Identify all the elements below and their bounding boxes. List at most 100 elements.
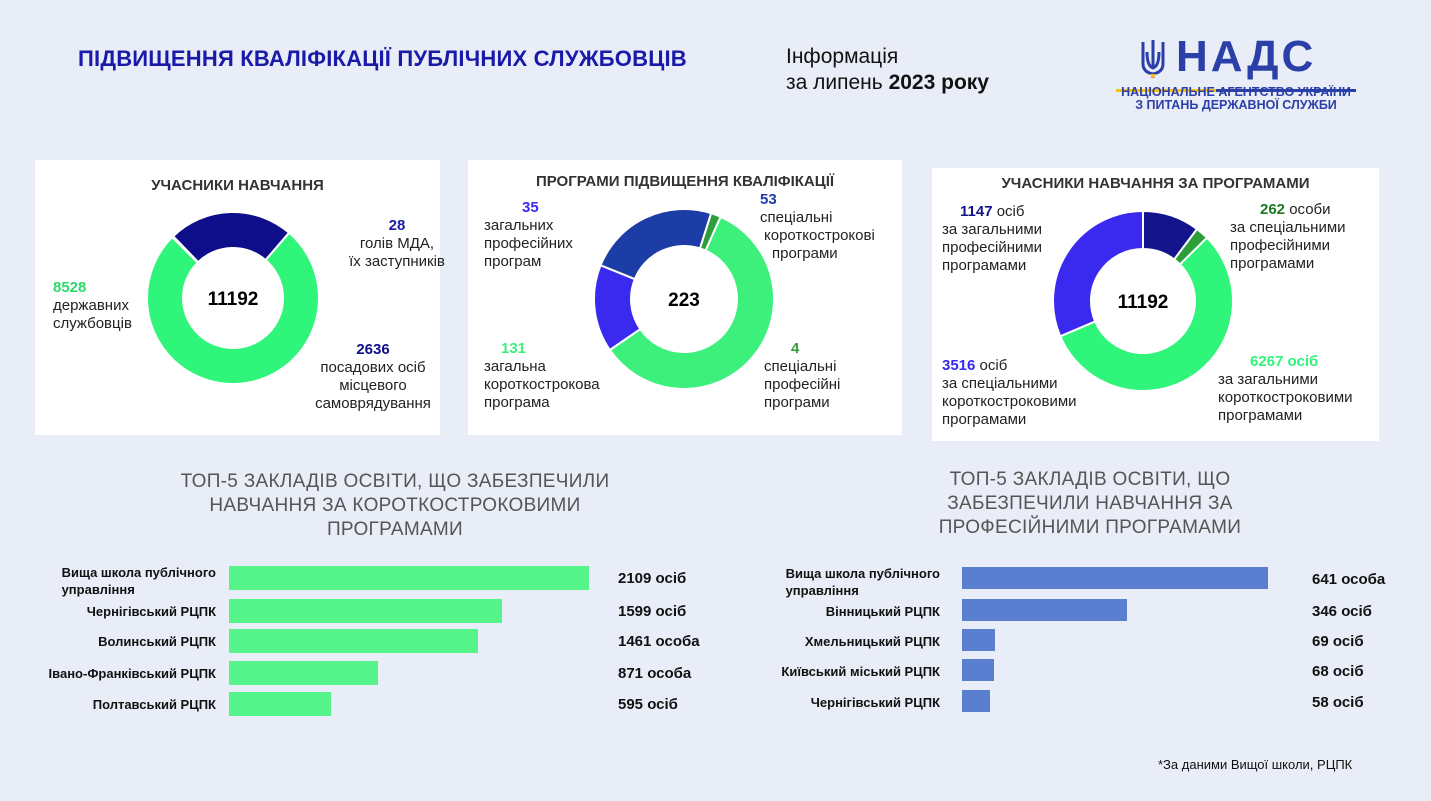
label-line: короткостроковими [942, 393, 1077, 410]
label-line: професійних [484, 235, 573, 252]
bar-value-label: 69 осіб [1312, 633, 1364, 650]
bar-value-label: 2109 осіб [618, 570, 687, 587]
label-line: самоврядування [315, 395, 431, 412]
label-line: програмами [942, 411, 1027, 428]
bar-category-label: Волинський РЦПК [98, 634, 216, 649]
label-line: програма [484, 394, 550, 411]
label-line: голів МДА, [359, 235, 435, 252]
slice-label-special-short: 3516 осіб за спеціальними короткостроков… [942, 357, 1077, 429]
label-line: програмами [1230, 255, 1315, 272]
trident-icon [1141, 40, 1165, 79]
info-line1: Інформація [786, 45, 899, 68]
bar [229, 599, 502, 623]
label-line: загальна [484, 358, 546, 375]
donut-chart-by-program: 11192 [1052, 209, 1234, 392]
footnote: *За даними Вищої школи, РЦПК [1158, 757, 1353, 772]
info-prefix: за липень [786, 71, 889, 94]
bar-value-label: 595 осіб [618, 696, 678, 713]
bar-category-label: Чернігівський РЦПК [810, 695, 940, 710]
value-label: 1147 [960, 203, 993, 220]
slice-label-special-short: 53 спеціальні короткострокові програми [760, 191, 875, 263]
panel-title: УЧАСНИКИ НАВЧАННЯ [151, 177, 324, 194]
panel-participants-by-program: УЧАСНИКИ НАВЧАННЯ ЗА ПРОГРАМАМИ 11192 11… [932, 168, 1379, 441]
bar [962, 629, 995, 651]
panel-participants: УЧАСНИКИ НАВЧАННЯ 11192 28 голів МДА, їх… [35, 160, 445, 435]
donut-center-total: 223 [668, 290, 700, 311]
label-line: за спеціальними [1230, 219, 1346, 236]
donut-slice [599, 208, 713, 281]
title-line: НАВЧАННЯ ЗА КОРОТКОСТРОКОВИМИ [209, 495, 581, 516]
value-label: 131 [501, 340, 527, 357]
label-line: спеціальні [760, 209, 833, 226]
bar-value-label: 58 осіб [1312, 694, 1364, 711]
label-line: місцевого [339, 377, 407, 394]
label-line: за загальними [1218, 371, 1319, 388]
logo: НАДС НАЦІОНАЛЬНЕ АГЕНТСТВО УКРАЇНИ З ПИТ… [1116, 32, 1356, 116]
bar-category-label: Київський міський РЦПК [781, 664, 940, 679]
bar-chart-title-short: ТОП-5 ЗАКЛАДІВ ОСВІТИ, ЩО ЗАБЕЗПЕЧИЛИ НА… [130, 470, 660, 542]
bar [962, 567, 1268, 589]
bar [229, 661, 378, 685]
slice-label-general-short: 6267 осіб за загальними короткостроковим… [1218, 353, 1353, 425]
logo-name: НАДС [1176, 32, 1317, 81]
info-line2: за липень 2023 року [786, 70, 989, 96]
label-line: програми [764, 394, 830, 411]
unit-label: осіб [979, 357, 1008, 374]
title-line: ПРОФЕСІЙНИМИ ПРОГРАМАМИ [938, 517, 1242, 538]
panel-title: УЧАСНИКИ НАВЧАННЯ ЗА ПРОГРАМАМИ [1001, 175, 1310, 192]
bar [229, 692, 331, 716]
value-label: 262 [1260, 201, 1286, 218]
donut-slice [593, 263, 642, 352]
page-title: ПІДВИЩЕННЯ КВАЛІФІКАЦІЇ ПУБЛІЧНИХ СЛУЖБО… [78, 46, 687, 71]
label-line: спеціальні [764, 358, 837, 375]
info-year: 2023 року [888, 71, 989, 94]
slice-label-general-prof: 35 загальних професійних програм [484, 199, 573, 271]
label-line: посадових осіб [320, 359, 426, 376]
donut-slice [1052, 209, 1144, 338]
label-line: програми [772, 245, 838, 262]
title-line: ТОП-5 ЗАКЛАДІВ ОСВІТИ, ЩО [949, 469, 1231, 490]
value-label: 3516 [942, 357, 976, 374]
bar-value-label: 871 особа [618, 665, 692, 682]
slice-label-local: 2636 посадових осіб місцевого самоврядув… [303, 341, 443, 413]
bar [962, 690, 990, 712]
value-label: 53 [760, 191, 777, 208]
bar-value-label: 346 осіб [1312, 603, 1372, 620]
bar-value-label: 1599 осіб [618, 603, 687, 620]
slice-label-special-prof: 4 спеціальні професійні програми [764, 340, 840, 412]
bar-category-label: Вища школа публічного управління [61, 565, 216, 597]
bar [962, 659, 995, 681]
label-line: професійними [1230, 237, 1331, 254]
logo-stripe [1116, 79, 1356, 97]
bar-category-label: Полтавський РЦПК [92, 697, 216, 712]
donut-chart-programs: 223 [593, 208, 775, 390]
title-line: ЗАБЕЗПЕЧИЛИ НАВЧАННЯ ЗА [947, 493, 1233, 514]
donut-slice [608, 215, 775, 390]
slice-label-special-prof: 262 особи за спеціальними професійними п… [1230, 201, 1346, 273]
label-line: короткострокові [764, 227, 875, 244]
donut-slice [1058, 236, 1234, 392]
label-line: професійні [764, 376, 841, 393]
title-line: ТОП-5 ЗАКЛАДІВ ОСВІТИ, ЩО ЗАБЕЗПЕЧИЛИ [180, 471, 610, 492]
slice-label-general-prof: 1147 осіб за загальними професійними про… [942, 203, 1042, 275]
bar-chart-title-prof: ТОП-5 ЗАКЛАДІВ ОСВІТИ, ЩО ЗАБЕЗПЕЧИЛИ НА… [860, 468, 1320, 540]
slice-label-mda: 28 голів МДА, їх заступників [332, 217, 462, 271]
label-line: професійними [942, 239, 1043, 256]
label-line: програмами [942, 257, 1027, 274]
donut-center-total: 11192 [1118, 292, 1169, 313]
label-line: їх заступників [349, 253, 445, 270]
title-line: ПРОГРАМАМИ [326, 519, 464, 540]
panel-programs: ПРОГРАМИ ПІДВИЩЕННЯ КВАЛІФІКАЦІЇ 223 53 … [468, 160, 902, 435]
label-line: короткостроковими [1218, 389, 1353, 406]
unit-label: особи [1289, 201, 1331, 218]
donut-slice [146, 231, 320, 385]
donut-chart-participants: 11192 [146, 211, 320, 385]
value-label: 28 [388, 217, 406, 234]
label-line: державних [53, 297, 129, 314]
value-label: 4 [791, 340, 800, 357]
donut-center-total: 11192 [208, 289, 259, 310]
bar-value-label: 641 особа [1312, 571, 1386, 588]
bar [229, 629, 479, 653]
unit-label: осіб [996, 203, 1025, 220]
bar-category-label: Вінницький РЦПК [825, 604, 940, 619]
